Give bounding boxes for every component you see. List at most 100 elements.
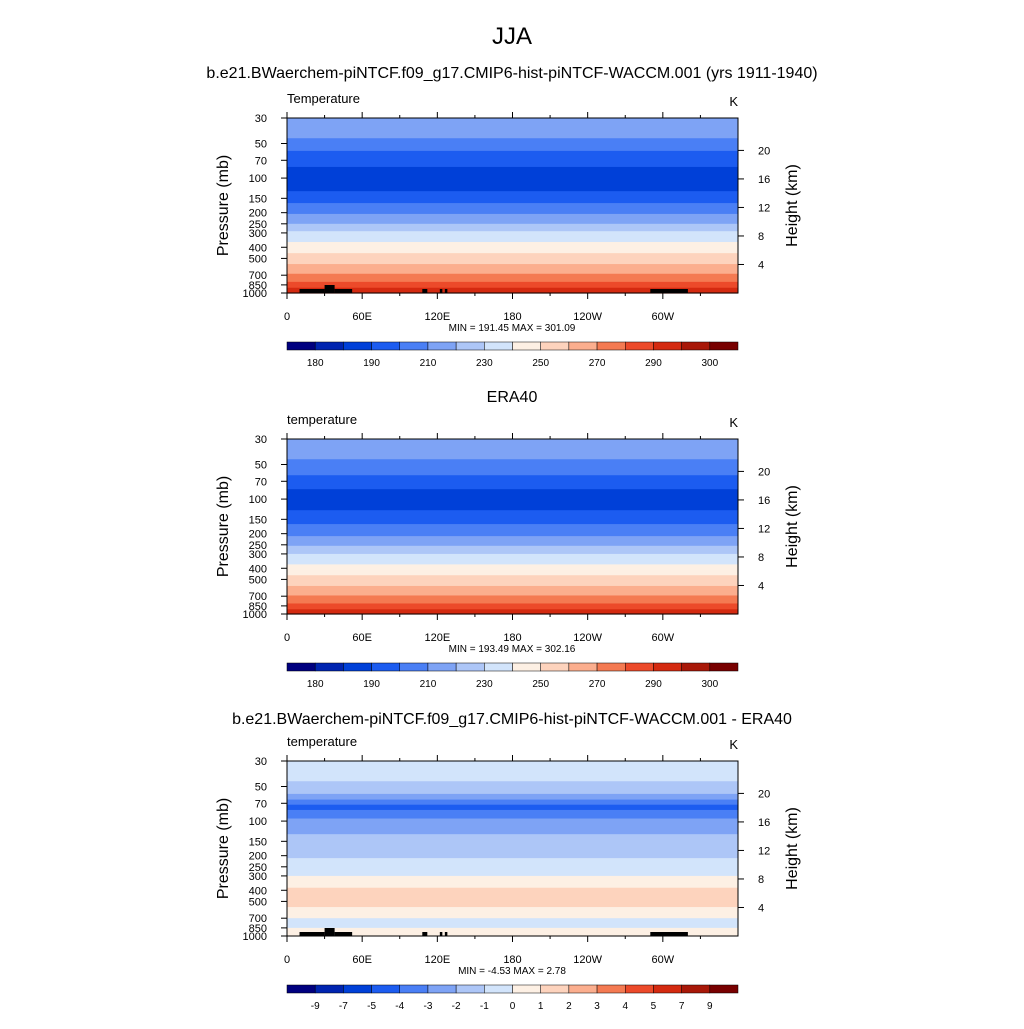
colorbar-box (625, 341, 654, 351)
panel-3: b.e21.BWaerchem-piNTCF.f09_g17.CMIP6-his… (215, 711, 801, 1012)
colorbar-box (653, 984, 682, 994)
colorbar-box (568, 662, 598, 672)
contour-band (287, 223, 738, 232)
y-tick-label: 850 (249, 601, 267, 613)
y2-tick-label: 12 (758, 845, 770, 857)
y2-tick-label: 20 (758, 466, 770, 478)
colorbar-box (540, 341, 570, 351)
colorbar-box (427, 662, 457, 672)
x-tick-label: 60W (652, 632, 675, 644)
colorbar-box (371, 984, 400, 994)
y-tick-label: 300 (249, 549, 267, 561)
colorbar-box (343, 662, 372, 672)
colorbar-box (596, 341, 626, 351)
contour-band (287, 510, 738, 525)
y-tick-label: 30 (255, 113, 267, 125)
contour-band (287, 858, 738, 877)
contour-band (287, 887, 738, 908)
contour-bands (287, 118, 738, 294)
left-string: temperature (287, 412, 357, 427)
colorbar-label: 300 (701, 679, 718, 690)
colorbar-box (371, 341, 400, 351)
y-tick-label: 400 (249, 885, 267, 897)
contour-band (287, 918, 738, 929)
y2-tick-label: 16 (758, 817, 770, 829)
contour-band (287, 818, 738, 835)
colorbar-box (540, 984, 570, 994)
units-label: K (729, 94, 738, 109)
contour-band (287, 264, 738, 275)
y-tick-label: 30 (255, 434, 267, 446)
contour-bands (287, 761, 738, 937)
colorbar-label: 2 (566, 1001, 572, 1012)
y-tick-label: 400 (249, 242, 267, 254)
contour-band (287, 203, 738, 215)
y-tick-label: 200 (249, 208, 267, 220)
y-tick-label: 850 (249, 923, 267, 935)
colorbar-label: 300 (701, 358, 718, 369)
contour-band (287, 242, 738, 254)
contour-band (287, 150, 738, 168)
colorbar-box (455, 341, 485, 351)
land-mask (299, 289, 325, 293)
x-tick-label: 120E (424, 954, 450, 966)
y-tick-label: 300 (249, 871, 267, 883)
land-mask (324, 928, 335, 936)
x-tick-label: 0 (284, 311, 290, 323)
y-tick-label: 50 (255, 138, 267, 150)
y2-tick-label: 20 (758, 145, 770, 157)
colorbar-label: 270 (589, 679, 606, 690)
y-tick-label: 700 (249, 270, 267, 282)
y-tick-label: 850 (249, 280, 267, 292)
colorbar-box (427, 341, 457, 351)
y-tick-label: 100 (249, 816, 267, 828)
colorbar-box (568, 341, 598, 351)
land-mask (299, 932, 325, 936)
contour-band (287, 281, 738, 289)
y-axis-label: Pressure (mb) (215, 476, 232, 577)
y-tick-label: 200 (249, 529, 267, 541)
colorbar-box (512, 341, 541, 351)
colorbar-label: -1 (480, 1001, 489, 1012)
colorbar-box (709, 341, 739, 351)
x-tick-label: 120W (573, 632, 602, 644)
colorbar-box (625, 984, 654, 994)
colorbar-label: 180 (307, 358, 324, 369)
land-mask (439, 932, 443, 936)
colorbar-label: 250 (532, 679, 549, 690)
colorbar-label: 180 (307, 679, 324, 690)
panel-title: b.e21.BWaerchem-piNTCF.f09_g17.CMIP6-his… (232, 711, 792, 728)
panel-title: b.e21.BWaerchem-piNTCF.f09_g17.CMIP6-his… (206, 65, 817, 82)
y-tick-label: 1000 (243, 609, 267, 621)
colorbar-label: 270 (589, 358, 606, 369)
y-axis-label: Pressure (mb) (215, 155, 232, 256)
colorbar-label: -2 (452, 1001, 461, 1012)
y2-tick-label: 16 (758, 495, 770, 507)
contour-band (287, 536, 738, 547)
panel-2: ERA40 temperature K 0 60E 120E 180 120W 60W 30 50 7… (215, 389, 801, 690)
y2-tick-label: 16 (758, 174, 770, 186)
colorbar-label: 190 (363, 679, 380, 690)
land-mask (334, 932, 353, 936)
x-tick-label: 120W (573, 954, 602, 966)
contour-band (287, 273, 738, 283)
colorbar-box (709, 662, 739, 672)
land-mask (422, 289, 428, 293)
colorbar-box (286, 341, 316, 351)
land-mask (650, 932, 688, 936)
y2-tick-label: 8 (758, 874, 764, 886)
contour-band (287, 287, 738, 294)
colorbar-box (484, 662, 513, 672)
colorbar-box (653, 662, 682, 672)
min-max-stats: MIN = 193.49 MAX = 302.16 (449, 644, 576, 655)
contour-band (287, 875, 738, 889)
y-tick-label: 700 (249, 591, 267, 603)
y-tick-label: 500 (249, 253, 267, 265)
x-tick-label: 60E (352, 632, 372, 644)
contour-band (287, 834, 738, 859)
colorbar-label: -9 (311, 1001, 320, 1012)
colorbar-box (399, 984, 429, 994)
y2-tick-label: 12 (758, 202, 770, 214)
y-tick-label: 300 (249, 228, 267, 240)
